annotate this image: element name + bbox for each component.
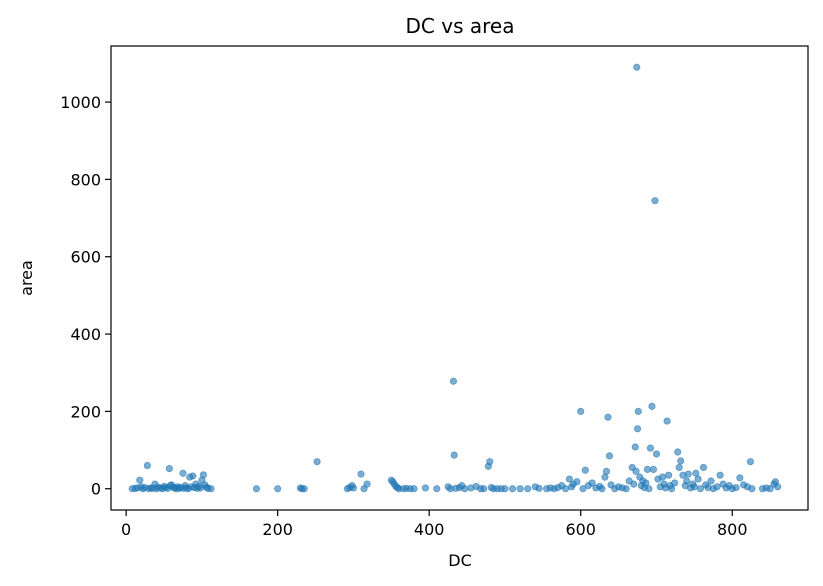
x-axis: 0 200 400 600 800 bbox=[121, 510, 748, 539]
data-point bbox=[588, 479, 596, 487]
data-point bbox=[766, 485, 774, 493]
data-point bbox=[480, 485, 488, 493]
data-point bbox=[252, 485, 261, 493]
data-point bbox=[632, 467, 640, 475]
x-tick-label: 800 bbox=[717, 520, 748, 539]
data-point bbox=[634, 407, 642, 415]
data-point bbox=[486, 458, 494, 466]
data-point bbox=[663, 417, 671, 425]
data-point bbox=[646, 444, 655, 452]
y-axis: 0 200 400 600 800 1000 bbox=[60, 93, 111, 499]
x-tick-label: 400 bbox=[414, 520, 445, 539]
data-point bbox=[143, 461, 151, 470]
data-point bbox=[732, 483, 740, 492]
data-point bbox=[648, 402, 656, 410]
data-point bbox=[433, 485, 441, 493]
data-point bbox=[573, 478, 581, 486]
data-point bbox=[690, 483, 698, 491]
data-point bbox=[605, 452, 614, 460]
data-point bbox=[410, 485, 418, 493]
data-point bbox=[577, 407, 585, 415]
data-point bbox=[189, 472, 197, 480]
data-point bbox=[450, 451, 458, 459]
data-point bbox=[748, 485, 756, 493]
data-point bbox=[683, 477, 691, 485]
data-point bbox=[274, 485, 282, 493]
data-point bbox=[449, 377, 458, 385]
data-point bbox=[601, 473, 609, 481]
data-point bbox=[643, 465, 651, 473]
data-point bbox=[604, 413, 612, 421]
data-point bbox=[535, 484, 543, 492]
data-point bbox=[581, 466, 589, 474]
data-point bbox=[713, 483, 721, 491]
y-tick-label: 200 bbox=[70, 402, 101, 421]
data-point bbox=[622, 485, 630, 493]
data-point bbox=[631, 443, 639, 451]
data-point bbox=[694, 475, 702, 483]
y-tick-label: 1000 bbox=[60, 93, 101, 112]
data-point bbox=[774, 483, 782, 491]
data-point bbox=[658, 473, 667, 481]
data-point bbox=[664, 471, 673, 479]
chart-title: DC vs area bbox=[406, 14, 515, 38]
data-point bbox=[651, 197, 659, 205]
data-point bbox=[675, 463, 683, 472]
data-point bbox=[508, 485, 517, 493]
plot-frame bbox=[110, 45, 809, 511]
x-tick-label: 0 bbox=[121, 520, 131, 539]
data-point bbox=[313, 458, 321, 466]
x-tick-label: 200 bbox=[262, 520, 293, 539]
data-point bbox=[565, 475, 573, 483]
data-point bbox=[516, 485, 524, 493]
data-point bbox=[633, 425, 642, 433]
data-point bbox=[561, 485, 570, 493]
data-point bbox=[699, 463, 708, 472]
data-point bbox=[300, 485, 308, 493]
x-tick-label: 600 bbox=[565, 520, 596, 539]
data-point bbox=[349, 484, 358, 492]
data-point bbox=[421, 484, 430, 492]
data-point bbox=[179, 469, 187, 477]
data-point bbox=[602, 467, 611, 475]
plot-area bbox=[128, 63, 782, 493]
data-point bbox=[642, 479, 650, 487]
data-point bbox=[645, 485, 653, 493]
data-point bbox=[707, 477, 715, 485]
x-axis-label: DC bbox=[448, 551, 472, 570]
y-axis-label: area bbox=[17, 260, 36, 296]
data-point bbox=[668, 485, 676, 493]
y-tick-label: 0 bbox=[91, 480, 101, 499]
data-point bbox=[136, 476, 144, 484]
data-point bbox=[461, 485, 469, 493]
data-point bbox=[671, 479, 679, 487]
y-tick-label: 800 bbox=[70, 170, 101, 189]
data-point bbox=[716, 471, 724, 479]
data-point bbox=[579, 485, 587, 493]
data-point bbox=[746, 458, 755, 466]
data-point bbox=[199, 471, 208, 479]
data-point bbox=[649, 465, 658, 473]
data-point bbox=[633, 63, 641, 71]
data-point bbox=[630, 480, 638, 488]
data-point bbox=[207, 485, 215, 493]
data-point bbox=[357, 470, 365, 478]
data-point bbox=[736, 474, 744, 482]
data-point bbox=[696, 485, 705, 493]
y-tick-label: 600 bbox=[70, 248, 101, 267]
y-tick-label: 400 bbox=[70, 325, 101, 344]
data-point bbox=[598, 485, 606, 493]
data-point bbox=[684, 470, 692, 478]
data-point bbox=[165, 465, 173, 473]
data-point bbox=[677, 457, 685, 465]
data-point bbox=[501, 485, 509, 493]
data-point bbox=[524, 485, 532, 493]
data-point bbox=[652, 450, 661, 458]
data-point bbox=[363, 480, 371, 488]
data-point bbox=[674, 448, 682, 456]
